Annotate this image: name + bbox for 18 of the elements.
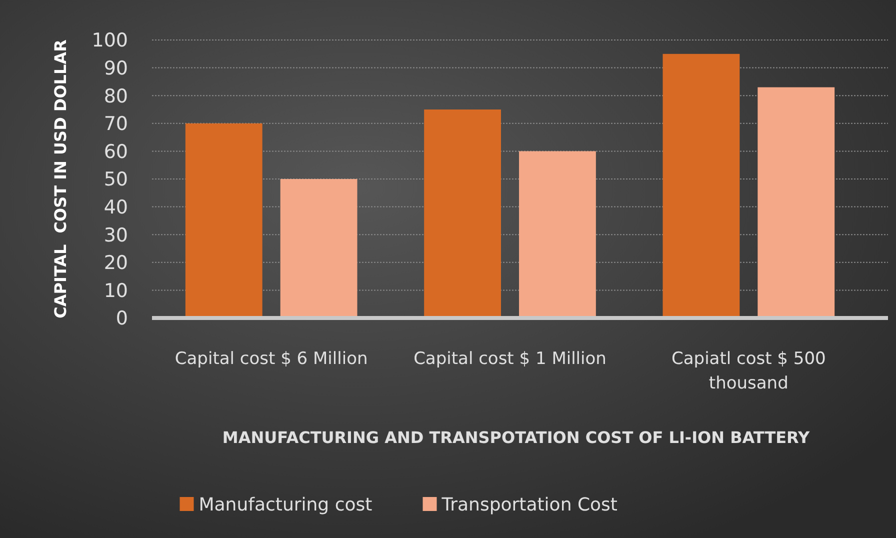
legend-label: Manufacturing cost <box>198 494 372 516</box>
y-tick-label: 0 <box>116 308 128 330</box>
x-tick-label: Capital cost $ 6 Million <box>174 349 368 369</box>
y-tick-label: 80 <box>104 85 128 108</box>
x-tick-label: Capiatl cost $ 500 thousand <box>671 349 826 394</box>
x-tick-label: Capital cost $ 1 Million <box>414 349 606 369</box>
y-tick-label: 90 <box>104 57 128 80</box>
y-axis-title: CAPITAL COST IN USD DOLLAR <box>51 40 70 318</box>
y-tick-label: 20 <box>104 252 128 274</box>
y-tick-label: 40 <box>104 196 128 218</box>
y-tick-label: 60 <box>104 140 128 163</box>
y-tick-label: 50 <box>104 168 128 191</box>
y-tick-label: 100 <box>92 30 128 52</box>
y-tick-label: 10 <box>104 280 128 302</box>
y-tick-label: 30 <box>104 224 128 246</box>
x-axis-title: MANUFACTURING AND TRANSPOTATION COST OF LI-ION BATTERY <box>222 428 810 447</box>
y-tick-label: 70 <box>104 113 128 136</box>
legend-label: Transportation Cost <box>440 494 618 516</box>
